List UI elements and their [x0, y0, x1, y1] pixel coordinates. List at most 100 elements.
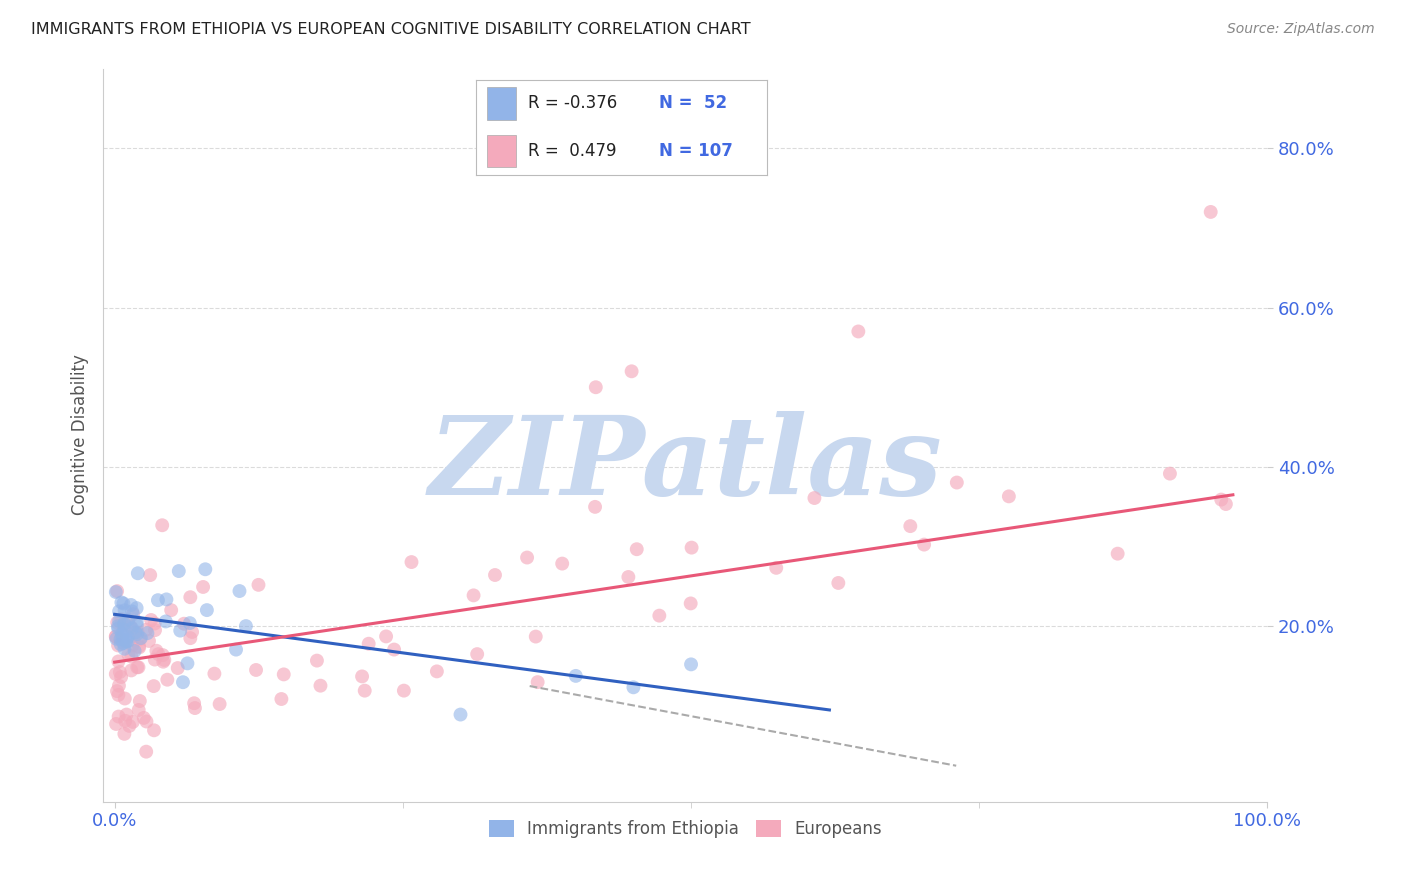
Point: [235, 619, 257, 633]
Point: [108, 614, 131, 628]
Point: [846, 325, 869, 339]
Point: [124, 644, 146, 658]
Point: [620, 364, 643, 378]
Point: [136, 626, 159, 640]
Point: [516, 550, 538, 565]
Point: [139, 568, 162, 582]
Point: [156, 673, 179, 687]
Point: [112, 727, 135, 741]
Point: [110, 637, 132, 651]
Point: [225, 642, 247, 657]
Point: [143, 623, 166, 637]
Point: [110, 612, 132, 626]
Point: [121, 638, 143, 652]
Point: [114, 714, 136, 728]
Point: [183, 696, 205, 710]
Point: [128, 703, 150, 717]
Point: [827, 576, 849, 591]
Point: [270, 692, 292, 706]
Point: [115, 633, 138, 648]
Point: [145, 644, 167, 658]
Point: [245, 663, 267, 677]
Point: [1159, 467, 1181, 481]
Point: [194, 562, 217, 576]
Point: [912, 538, 935, 552]
Point: [111, 630, 134, 644]
Point: [184, 701, 207, 715]
Point: [426, 665, 449, 679]
Point: [108, 679, 131, 693]
Text: IMMIGRANTS FROM ETHIOPIA VS EUROPEAN COGNITIVE DISABILITY CORRELATION CHART: IMMIGRANTS FROM ETHIOPIA VS EUROPEAN COG…: [31, 22, 751, 37]
Point: [450, 707, 472, 722]
Point: [228, 584, 250, 599]
Point: [112, 616, 135, 631]
Point: [465, 647, 488, 661]
Point: [104, 585, 127, 599]
Point: [121, 621, 143, 635]
Point: [127, 566, 149, 581]
Point: [120, 620, 142, 634]
Point: [484, 568, 506, 582]
Point: [143, 652, 166, 666]
Text: Source: ZipAtlas.com: Source: ZipAtlas.com: [1227, 22, 1375, 37]
Point: [117, 634, 139, 648]
Point: [112, 641, 135, 656]
Point: [153, 653, 176, 667]
Point: [353, 683, 375, 698]
Point: [526, 675, 548, 690]
Point: [128, 640, 150, 655]
Point: [357, 637, 380, 651]
Legend: Immigrants from Ethiopia, Europeans: Immigrants from Ethiopia, Europeans: [482, 813, 889, 845]
Point: [105, 584, 128, 599]
Point: [128, 639, 150, 653]
Point: [143, 723, 166, 738]
Point: [160, 603, 183, 617]
Point: [120, 649, 142, 664]
Point: [143, 616, 166, 631]
Point: [104, 630, 127, 644]
Point: [626, 542, 648, 557]
Point: [111, 626, 134, 640]
Point: [105, 632, 128, 646]
Point: [946, 475, 969, 490]
Point: [112, 636, 135, 650]
Point: [108, 665, 131, 679]
Point: [125, 601, 148, 615]
Point: [128, 632, 150, 647]
Point: [617, 570, 640, 584]
Point: [114, 603, 136, 617]
Point: [382, 642, 405, 657]
Point: [195, 603, 218, 617]
Point: [110, 632, 132, 646]
Point: [107, 688, 129, 702]
Point: [139, 613, 162, 627]
Point: [179, 616, 201, 631]
Point: [679, 596, 702, 610]
Point: [115, 635, 138, 649]
Point: [104, 630, 127, 644]
Point: [146, 593, 169, 607]
Point: [110, 595, 132, 609]
Point: [120, 598, 142, 612]
Point: [1211, 492, 1233, 507]
Point: [128, 694, 150, 708]
Point: [1215, 497, 1237, 511]
Point: [191, 580, 214, 594]
Point: [152, 648, 174, 662]
Point: [115, 707, 138, 722]
Point: [121, 604, 143, 618]
Point: [122, 607, 145, 621]
Point: [155, 615, 177, 629]
Point: [179, 631, 201, 645]
Text: ZIPatlas: ZIPatlas: [429, 410, 942, 518]
Point: [648, 608, 671, 623]
Point: [172, 675, 194, 690]
Point: [117, 630, 139, 644]
Point: [127, 660, 149, 674]
Point: [152, 655, 174, 669]
Y-axis label: Cognitive Disability: Cognitive Disability: [72, 355, 89, 516]
Point: [107, 654, 129, 668]
Point: [107, 639, 129, 653]
Point: [166, 661, 188, 675]
Point: [401, 555, 423, 569]
